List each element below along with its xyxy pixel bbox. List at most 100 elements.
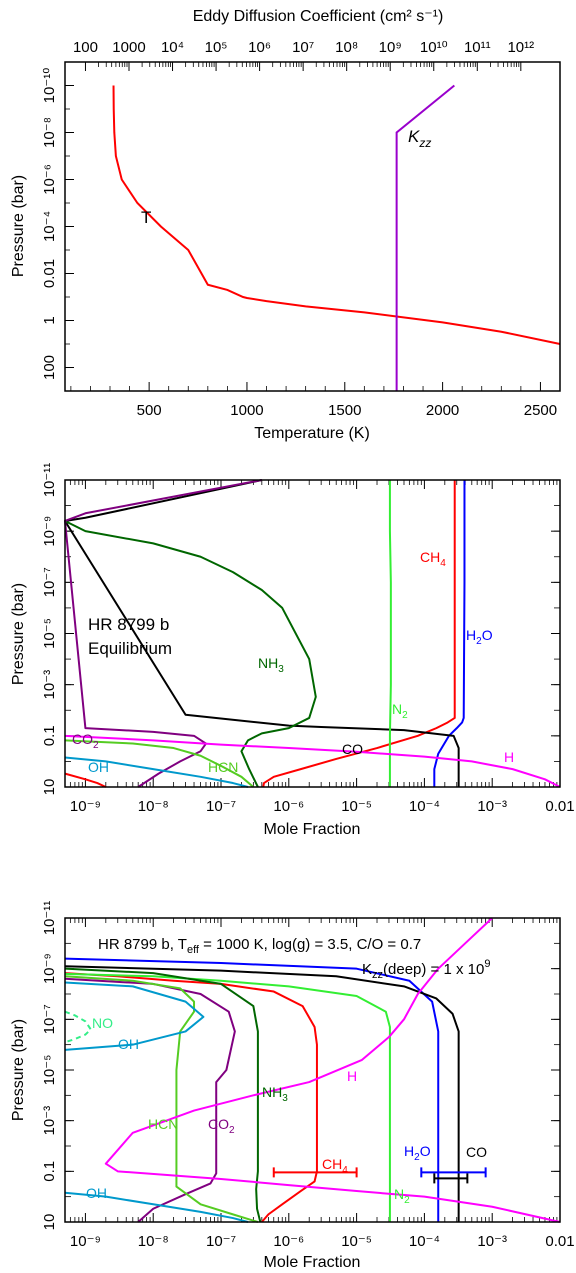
series-labels: CH4 H2O CO N2 NH3 CO2 HCN OH NO H OH [86,1015,487,1206]
label-oh: OH [88,759,109,775]
series-n2 [64,972,391,1222]
x-axis-label: Mole Fraction [264,1254,361,1271]
series-oh-deep [64,1191,249,1223]
label-ch4: CH4 [420,549,446,569]
label-oh: OH [118,1036,139,1052]
x-tick-label: 10⁻⁹ [70,798,101,815]
y-tick-label: 100 [41,355,58,380]
x-tick-label: 10⁻⁵ [341,798,372,815]
series-n2 [388,480,392,787]
label-nh3: NH3 [258,655,284,675]
series-hcn [64,739,255,788]
y-tick-label: 10⁻⁶ [41,164,58,195]
top-tick-label: 10⁶ [248,39,271,56]
label-co2: CO2 [72,731,99,751]
x-tick-label: 10⁻⁵ [341,1233,372,1250]
y-tick-label: 10⁻³ [41,1106,58,1136]
panel-temperature-kzz: Eddy Diffusion Coefficient (cm² s⁻¹) 100… [10,8,561,442]
top-tick-label: 10⁹ [379,39,402,56]
annotation-T: T [141,208,151,227]
top-tick-label: 10¹¹ [464,39,491,56]
x-tick-label: 10⁻⁷ [206,1233,236,1250]
planet-label: HR 8799 b [88,615,169,634]
x-tick-label: 10⁻⁴ [409,1233,440,1250]
x-tick-label: 10⁻⁴ [409,798,440,815]
plot-series [112,84,561,391]
label-hcn: HCN [208,759,238,775]
top-tick-label: 10¹² [507,39,534,56]
top-tick-label: 10⁵ [205,39,228,56]
series-hcn [64,975,259,1223]
y-tick-label: 10⁻⁵ [41,618,58,649]
y-tick-label: 10 [41,1214,58,1231]
label-co2: CO2 [208,1116,235,1136]
label-hcn: HCN [148,1116,178,1132]
y-tick-label: 10⁻¹¹ [41,463,58,498]
y-tick-label: 10⁻⁷ [41,567,58,597]
x-axis-ticks: 10⁻⁹ 10⁻⁸ 10⁻⁷ 10⁻⁶ 10⁻⁵ 10⁻⁴ 10⁻³ 0.01 [64,918,575,1250]
y-tick-label: 0.1 [41,725,58,746]
series-labels: CH4 H2O CO N2 NH3 CO2 HCN OH H [72,549,514,775]
y-axis-label: Pressure (bar) [10,583,27,685]
x-tick-label: 10⁻⁶ [273,1233,304,1250]
x-tick-label: 0.01 [545,798,574,815]
x-tick-label: 2500 [524,402,557,419]
panel-disequilibrium: 10⁻⁹ 10⁻⁸ 10⁻⁷ 10⁻⁶ 10⁻⁵ 10⁻⁴ 10⁻³ 0.01 100.110… [10,901,575,1271]
annotation-kzz: Kzz [408,127,431,150]
series-oh [64,756,249,788]
x-tick-label: 10⁻⁷ [206,798,236,815]
y-tick-label: 1 [41,316,58,324]
y-tick-label: 0.1 [41,1161,58,1182]
x-axis-ticks: 500 1000 1500 2000 2500 [70,382,557,419]
series-h2o [64,957,440,1222]
y-tick-label: 10⁻³ [41,670,58,700]
series-oh [64,981,205,1051]
model-title: HR 8799 b, Teff = 1000 K, log(g) = 3.5, … [98,936,421,956]
label-oh-deep: OH [86,1185,107,1201]
top-tick-label: 10⁴ [161,39,184,56]
y-tick-label: 10⁻¹⁰ [41,68,58,104]
y-axis-ticks: 10 0.1 10⁻³ 10⁻⁵ 10⁻⁷ 10⁻⁹ 10⁻¹¹ [41,463,560,796]
plot-series [64,479,561,788]
x-axis-label: Temperature (K) [254,425,370,442]
top-axis-label: Eddy Diffusion Coefficient (cm² s⁻¹) [193,8,444,25]
x-axis-label: Mole Fraction [264,821,361,838]
top-tick-label: 1000 [112,39,145,56]
label-h: H [347,1068,357,1084]
y-tick-label: 10⁻⁷ [41,1004,58,1034]
y-tick-label: 0.01 [41,259,58,288]
x-tick-label: 10⁻³ [477,798,507,815]
y-tick-label: 10 [41,779,58,796]
series-h [64,734,561,788]
x-tick-label: 10⁻³ [477,1233,507,1250]
x-axis-ticks: 10⁻⁹ 10⁻⁸ 10⁻⁷ 10⁻⁶ 10⁻⁵ 10⁻⁴ 10⁻³ 0.01 [64,480,575,815]
y-axis-label: Pressure (bar) [10,175,27,277]
y-tick-label: 10⁻⁹ [41,516,58,547]
plot-frame [64,479,561,788]
series-ch4 [64,972,318,1223]
y-tick-label: 10⁻⁹ [41,953,58,984]
plot-frame [64,61,561,392]
error-bars [272,1167,487,1184]
plot-series [64,917,561,1223]
plot-frame [64,917,561,1223]
x-tick-label: 500 [137,402,162,419]
y-axis-ticks: 10 0.1 10⁻³ 10⁻⁵ 10⁻⁷ 10⁻⁹ 10⁻¹¹ [41,901,560,1231]
x-tick-label: 1500 [328,402,361,419]
label-h2o: H2O [404,1143,431,1163]
top-tick-label: 100 [73,39,98,56]
label-co: CO [342,741,363,757]
x-tick-label: 10⁻⁹ [70,1233,101,1250]
label-n2: N2 [392,701,408,721]
x-tick-label: 2000 [426,402,459,419]
y-tick-label: 10⁻⁴ [41,211,58,242]
label-ch4: CH4 [322,1156,348,1176]
series-co [64,479,460,787]
label-h: H [504,749,514,765]
y-axis-ticks: 100 1 0.01 10⁻⁴ 10⁻⁶ 10⁻⁸ 10⁻¹⁰ [41,68,74,380]
model-label: Equilibrium [88,639,172,658]
series-co2 [64,479,263,788]
panel-equilibrium: 10⁻⁹ 10⁻⁸ 10⁻⁷ 10⁻⁶ 10⁻⁵ 10⁻⁴ 10⁻³ 0.01 100.110… [10,463,575,838]
series-kzz [395,84,455,391]
